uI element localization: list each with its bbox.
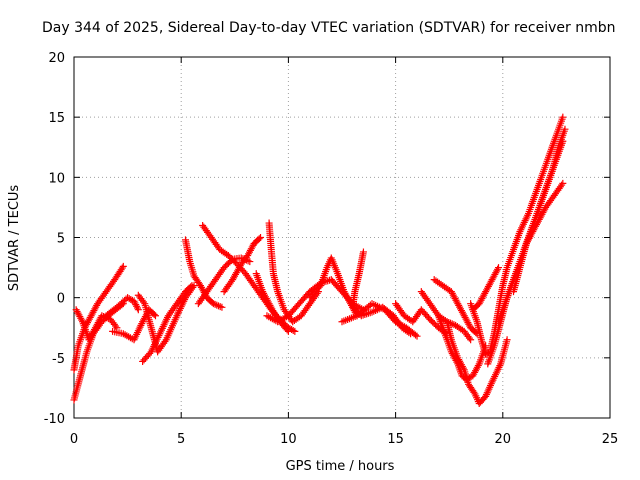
data-point <box>131 299 139 307</box>
data-point <box>161 338 169 346</box>
y-tick-label: 0 <box>57 292 65 307</box>
data-point <box>412 331 420 339</box>
data-point <box>495 264 503 272</box>
data-point <box>284 327 292 335</box>
data-point <box>494 265 502 273</box>
y-tick-label: -5 <box>52 352 65 367</box>
data-point <box>139 298 147 306</box>
data-point <box>559 179 567 187</box>
data-point <box>474 362 482 370</box>
x-tick-label: 5 <box>177 432 185 447</box>
data-point <box>127 295 135 303</box>
y-tick-label: 20 <box>48 51 65 66</box>
data-point <box>130 297 138 305</box>
x-tick-label: 25 <box>602 432 619 447</box>
data-point <box>257 234 265 241</box>
data-point <box>218 303 226 311</box>
x-axis-label: GPS time / hours <box>286 459 395 474</box>
data-point <box>315 283 323 291</box>
data-point <box>289 326 297 334</box>
data-point <box>559 113 567 121</box>
y-tick-label: -10 <box>44 412 65 427</box>
data-point <box>134 306 142 314</box>
y-tick-labels: -10 -5 0 5 10 15 20 <box>44 51 65 427</box>
y-tick-label: 10 <box>48 171 65 186</box>
data-point <box>209 300 217 308</box>
y-axis-label: SDTVAR / TECUs <box>7 185 22 292</box>
data-point <box>465 334 473 342</box>
data-point <box>187 283 195 291</box>
data-point <box>133 304 141 312</box>
data-point <box>211 300 219 308</box>
data-point <box>151 312 159 320</box>
data-point <box>283 326 291 334</box>
grid-lines <box>74 57 610 418</box>
y-tick-label: 15 <box>48 111 65 126</box>
data-point <box>255 235 263 243</box>
data-point <box>558 181 566 189</box>
data-point <box>246 258 254 266</box>
data-point <box>291 327 299 335</box>
data-point <box>561 125 569 133</box>
data-point <box>470 388 478 396</box>
x-tick-label: 20 <box>495 432 512 447</box>
data-point <box>413 332 421 340</box>
data-point <box>150 311 158 319</box>
x-tick-labels: 0 5 10 15 20 25 <box>70 432 618 447</box>
y-tick-label: 5 <box>57 232 65 247</box>
axis-ticks <box>73 56 611 419</box>
data-point <box>132 301 140 309</box>
chart-title: Day 344 of 2025, Sidereal Day-to-day VTE… <box>42 20 616 36</box>
data-point <box>119 262 127 270</box>
data-point <box>459 364 467 372</box>
data-marks <box>70 113 569 408</box>
data-point <box>78 316 86 324</box>
x-tick-label: 15 <box>387 432 404 447</box>
data-point <box>467 336 475 344</box>
data-point <box>213 301 221 309</box>
data-point <box>112 322 120 330</box>
data-point <box>215 302 223 310</box>
data-point <box>216 303 224 311</box>
data-point <box>118 264 126 272</box>
x-tick-label: 0 <box>70 432 78 447</box>
x-tick-label: 10 <box>280 432 297 447</box>
data-point <box>503 336 511 344</box>
data-point <box>188 282 196 290</box>
data-point <box>133 302 141 310</box>
